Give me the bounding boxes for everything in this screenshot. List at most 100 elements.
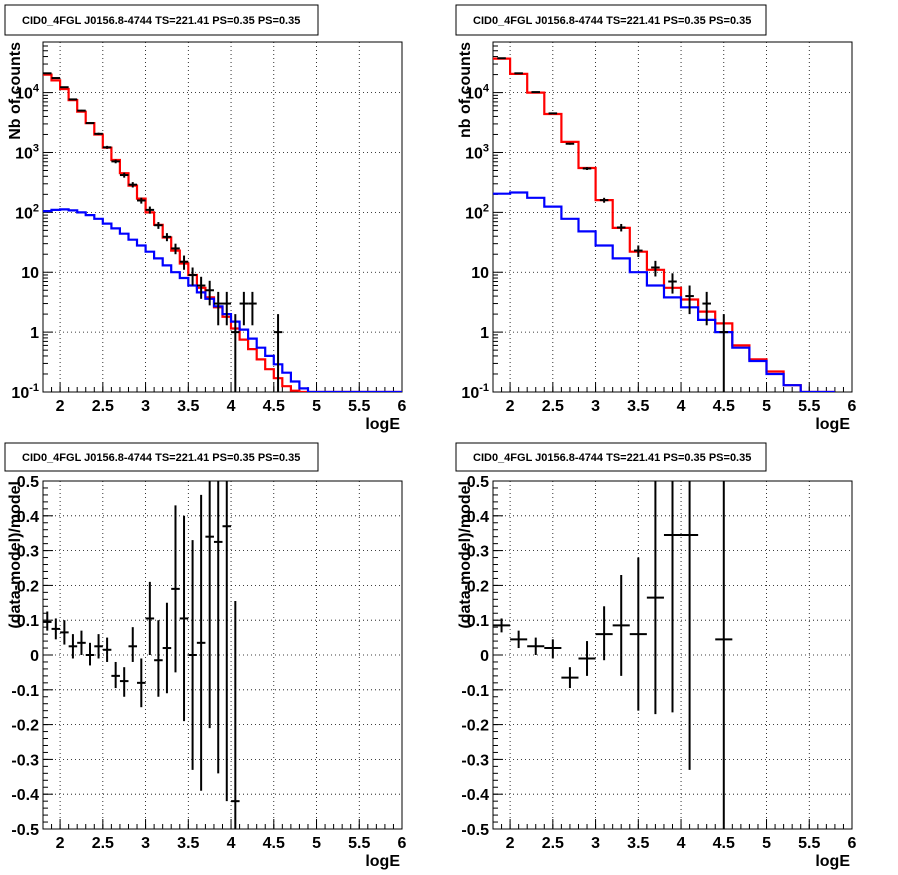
y-tick-label: -0.4 [11, 787, 39, 804]
x-tick-label: 2 [506, 835, 515, 852]
plot-data [493, 481, 733, 829]
data-point [595, 606, 613, 661]
data-point [616, 223, 626, 232]
data-point [171, 243, 180, 255]
data-point [715, 481, 733, 829]
data-point [685, 285, 694, 315]
x-tick-label: 6 [848, 835, 857, 852]
y-tick-label: 0.3 [17, 544, 39, 561]
x-tick-label: 5 [762, 398, 771, 415]
data-point [111, 159, 120, 164]
data-point [561, 667, 579, 689]
data-point [128, 627, 138, 662]
data-point [668, 273, 677, 294]
y-tick-label: 0.3 [467, 544, 489, 561]
x-tick-label: 3 [141, 398, 150, 415]
y-tick-label: 10 [21, 265, 39, 282]
x-axis-label: logE [365, 853, 400, 870]
y-tick-label: 1 [30, 325, 39, 342]
data-point [162, 233, 172, 242]
y-tick-label: 0.4 [467, 509, 489, 526]
x-tick-label: 3.5 [627, 398, 649, 415]
x-tick-label: 5 [312, 398, 321, 415]
data-point [231, 601, 240, 829]
y-tick-label: 103 [465, 142, 489, 162]
data-point [77, 630, 86, 655]
plot-frame [492, 41, 853, 393]
chart-title: CID0_4FGL J0156.8-4744 TS=221.41 PS=0.35… [473, 15, 751, 27]
y-tick-label: 0.5 [467, 474, 489, 491]
y-tick-label: -0.1 [461, 683, 489, 700]
x-tick-label: 3 [141, 835, 150, 852]
plot-data [493, 57, 835, 392]
chart-title-box [4, 4, 319, 36]
y-tick-label: 0 [30, 648, 39, 665]
data-point [248, 291, 257, 326]
data-point [599, 197, 609, 203]
y-axis-label: (data-model)/model [457, 481, 474, 629]
data-point [77, 109, 86, 112]
x-tick-label: 2.5 [92, 398, 114, 415]
x-tick-label: 5.5 [798, 398, 820, 415]
chart-title: CID0_4FGL J0156.8-4744 TS=221.41 PS=0.35… [22, 452, 300, 464]
y-tick-label: 103 [15, 142, 39, 162]
chart-title: CID0_4FGL J0156.8-4744 TS=221.41 PS=0.35… [473, 452, 751, 464]
chart-title-box [455, 442, 767, 472]
data-point [188, 540, 197, 770]
x-tick-label: 4.5 [713, 835, 735, 852]
y-tick-label: -0.2 [11, 718, 39, 735]
x-tick-label: 3.5 [177, 835, 199, 852]
x-tick-label: 6 [848, 398, 857, 415]
x-tick-label: 5 [762, 835, 771, 852]
x-tick-label: 3 [591, 398, 600, 415]
data-point [179, 515, 189, 722]
y-tick-label: 104 [15, 83, 40, 103]
data-point [578, 641, 596, 676]
y-tick-label: 0.1 [17, 613, 39, 630]
data-point [94, 634, 103, 659]
data-point [646, 481, 664, 715]
data-point [582, 167, 592, 170]
data-point [128, 182, 138, 188]
data-point [681, 481, 699, 770]
x-tick-label: 4 [677, 835, 686, 852]
data-point [612, 574, 630, 676]
y-tick-label: -0.1 [11, 683, 39, 700]
x-tick-label: 4.5 [263, 835, 285, 852]
data-point [213, 481, 223, 774]
x-tick-label: 2.5 [542, 398, 564, 415]
plot-frame [42, 480, 403, 830]
y-tick-label: 102 [465, 202, 489, 222]
data-point [493, 618, 511, 633]
x-tick-label: 3 [591, 835, 600, 852]
model-component-histogram [493, 191, 835, 392]
data-point [205, 481, 214, 729]
plot-frame [42, 41, 403, 393]
x-tick-label: 5.5 [348, 835, 370, 852]
chart-title: CID0_4FGL J0156.8-4744 TS=221.41 PS=0.35… [22, 15, 300, 27]
y-tick-label: -0.5 [11, 822, 39, 839]
data-point [43, 72, 52, 75]
chart-panel-3: CID0_4FGL J0156.8-4744 TS=221.41 PS=0.35… [4, 442, 407, 870]
data-point [51, 77, 61, 80]
y-tick-label: 10-1 [11, 382, 39, 402]
y-tick-label: 0 [480, 648, 489, 665]
data-point [43, 611, 52, 631]
data-point [145, 206, 155, 214]
data-point [239, 291, 249, 326]
y-tick-label: 0.5 [17, 474, 39, 491]
data-point [527, 637, 545, 655]
data-point [137, 197, 146, 204]
data-point [222, 291, 232, 326]
chart-panel-2: CID0_4FGL J0156.8-4744 TS=221.41 PS=0.35… [455, 4, 857, 433]
y-tick-label: 104 [465, 83, 490, 103]
chart-panel-1: CID0_4FGL J0156.8-4744 TS=221.41 PS=0.35… [4, 4, 407, 433]
data-point [51, 618, 61, 640]
x-tick-label: 4.5 [263, 398, 285, 415]
y-tick-label: 0.1 [467, 613, 489, 630]
data-point [68, 634, 78, 659]
data-point [548, 112, 558, 115]
x-tick-label: 4 [677, 398, 686, 415]
x-tick-label: 5.5 [348, 398, 370, 415]
